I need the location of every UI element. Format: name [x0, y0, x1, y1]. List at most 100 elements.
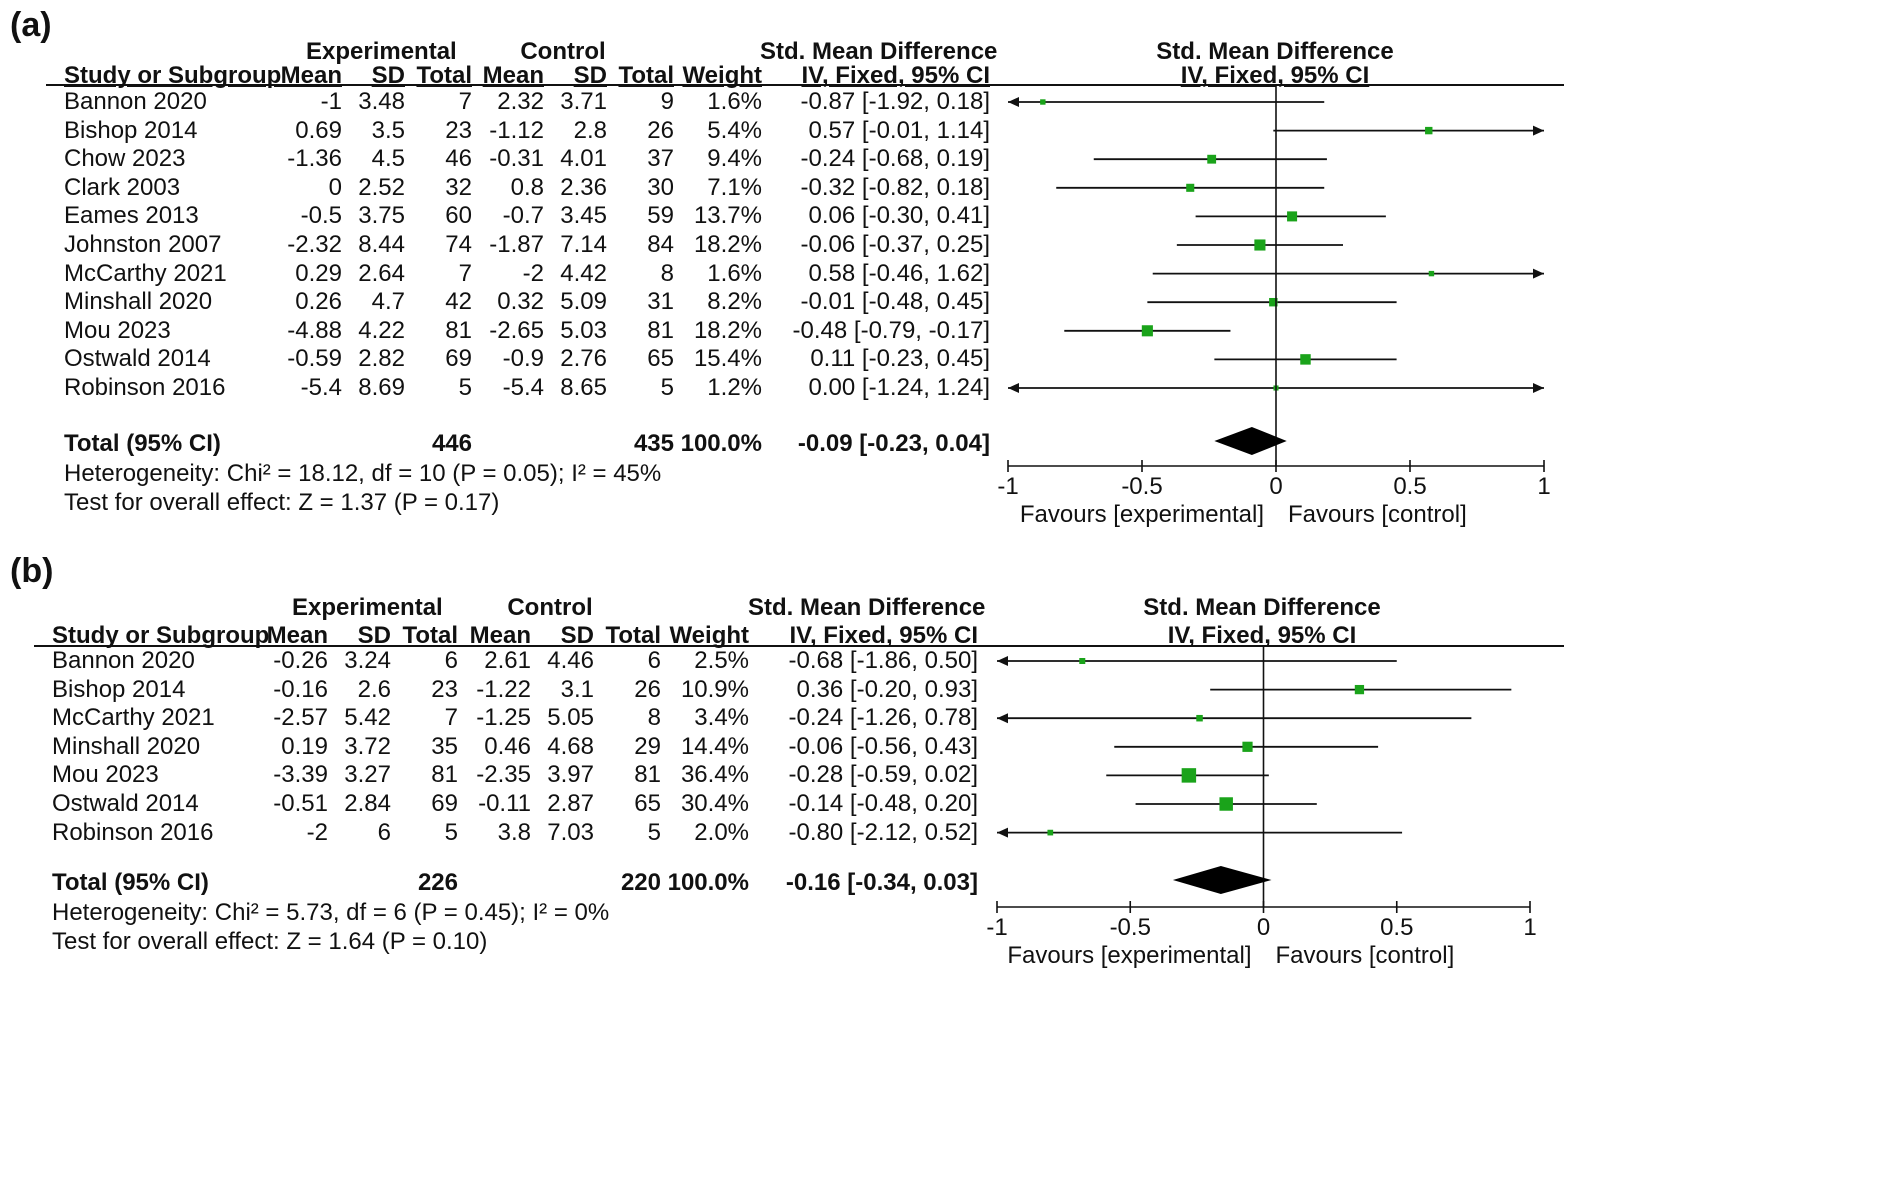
c-sd-value: 2.76 [560, 345, 607, 373]
e-total-value: 7 [458, 259, 472, 287]
study-name: McCarthy 2021 [64, 259, 227, 287]
point-estimate-square [1047, 829, 1054, 836]
study-name: Chow 2023 [64, 145, 186, 173]
panel-label: (a) [10, 6, 52, 44]
c-total-value: 6 [647, 647, 661, 674]
e-total-value: 74 [445, 231, 472, 258]
effect-ci-text: 0.57 [-0.01, 1.14] [808, 116, 990, 144]
weight-value: 1.2% [707, 374, 762, 401]
ci-arrow-right [1533, 125, 1544, 136]
study-name: Clark 2003 [64, 173, 181, 201]
c-mean-value: -0.31 [489, 145, 544, 173]
c-sd-value: 5.05 [547, 704, 594, 732]
column-header-c-total: Total [605, 622, 661, 649]
weight-value: 2.5% [694, 647, 749, 674]
c-sd-value: 4.68 [547, 732, 594, 760]
weight-value: 3.4% [694, 704, 749, 732]
c-total-value: 31 [647, 288, 674, 316]
effect-ci-text: 0.58 [-0.46, 1.62] [808, 259, 990, 287]
e-sd-value: 3.75 [358, 202, 405, 230]
column-header-e-mean: Mean [266, 622, 328, 649]
x-tick-label: 0.5 [1393, 473, 1426, 500]
e-sd-value: 8.69 [358, 374, 405, 401]
panel-label: (b) [10, 552, 54, 590]
study-name: Bishop 2014 [52, 675, 186, 703]
e-mean-value: 0.69 [295, 116, 342, 144]
c-total-value: 8 [647, 704, 661, 732]
ci-arrow-left [997, 713, 1008, 724]
e-total-value: 23 [431, 675, 458, 703]
x-tick-label: -1 [986, 914, 1007, 941]
e-sd-value: 5.42 [344, 704, 391, 732]
c-mean-value: 3.8 [497, 818, 531, 846]
c-mean-value: -2.35 [476, 761, 531, 789]
header-rule [34, 645, 1564, 647]
e-sd-value: 2.52 [358, 173, 405, 201]
weight-value: 14.4% [680, 732, 749, 760]
e-total-value: 46 [445, 145, 472, 173]
e-mean-value: -0.16 [273, 675, 328, 703]
c-mean-value: 0.32 [497, 288, 544, 316]
c-sd-value: 4.01 [560, 145, 607, 173]
total-e-total: 446 [431, 430, 472, 457]
e-mean-value: 0.29 [295, 259, 342, 287]
e-total-value: 60 [445, 202, 472, 230]
x-tick-label: 0.5 [1380, 914, 1413, 941]
weight-value: 15.4% [693, 345, 762, 373]
e-sd-value: 2.84 [344, 790, 391, 817]
weight-value: 18.2% [693, 231, 762, 258]
study-name: Johnston 2007 [64, 231, 222, 258]
c-total-value: 8 [660, 259, 674, 287]
c-total-value: 81 [647, 316, 674, 344]
point-estimate-square [1141, 325, 1153, 337]
total-ci-text: -0.09 [-0.23, 0.04] [797, 430, 990, 457]
c-mean-value: 0.46 [484, 732, 531, 760]
e-mean-value: -5.4 [300, 374, 342, 401]
e-total-value: 69 [445, 345, 472, 373]
e-total-value: 81 [445, 316, 472, 344]
total-weight: 100.0% [667, 869, 749, 896]
weight-value: 7.1% [707, 173, 762, 201]
effect-ci-text: -0.06 [-0.56, 0.43] [788, 732, 978, 760]
c-sd-value: 7.14 [560, 231, 607, 258]
e-sd-value: 6 [377, 818, 391, 846]
plot-title: Std. Mean Difference [1143, 594, 1381, 621]
x-tick-label: 1 [1523, 914, 1536, 941]
e-mean-value: -2.57 [273, 704, 328, 732]
total-c-total: 435 [633, 430, 674, 457]
total-c-total: 220 [620, 869, 661, 896]
column-header-weight: Weight [669, 622, 749, 649]
c-sd-value: 4.42 [560, 259, 607, 287]
total-e-total: 226 [417, 869, 458, 896]
point-estimate-square [1186, 183, 1195, 192]
effect-ci-text: 0.36 [-0.20, 0.93] [796, 675, 978, 703]
e-mean-value: -0.59 [287, 345, 342, 373]
study-name: Minshall 2020 [52, 732, 201, 760]
e-mean-value: -4.88 [287, 316, 342, 344]
e-total-value: 35 [431, 732, 458, 760]
c-total-value: 84 [647, 231, 674, 258]
c-total-value: 37 [647, 145, 674, 173]
point-estimate-square [1196, 714, 1203, 722]
e-sd-value: 4.5 [371, 145, 405, 173]
e-total-value: 23 [445, 116, 472, 144]
c-total-value: 9 [660, 88, 674, 115]
c-mean-value: -5.4 [502, 374, 544, 401]
c-mean-value: -0.11 [478, 790, 531, 817]
plot-subtitle: IV, Fixed, 95% CI [1167, 622, 1357, 649]
plot-title: Std. Mean Difference [1156, 38, 1394, 65]
point-estimate-square [1219, 797, 1233, 811]
e-sd-value: 3.5 [371, 116, 405, 144]
group-experimental-header: Experimental [292, 594, 443, 621]
e-mean-value: 0 [328, 173, 342, 201]
point-estimate-square [1428, 270, 1435, 277]
e-sd-value: 3.24 [344, 647, 391, 674]
ci-arrow-left [1008, 383, 1019, 393]
effect-ci-text: -0.24 [-0.68, 0.19] [800, 145, 990, 173]
point-estimate-square [1242, 741, 1253, 752]
forest-plot-a: -1 -0.5 0 0.5 1 Favours [experimental] Favours… [997, 84, 1551, 528]
c-total-value: 26 [647, 116, 674, 144]
point-estimate-square [1354, 684, 1365, 695]
e-total-value: 42 [445, 288, 472, 316]
effect-ci-text: -0.28 [-0.59, 0.02] [788, 761, 978, 789]
